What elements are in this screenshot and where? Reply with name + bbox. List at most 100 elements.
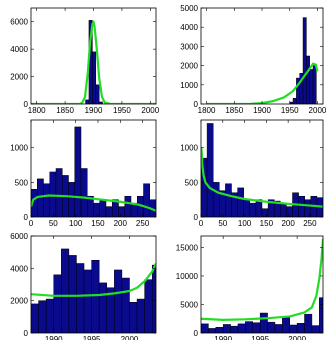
histogram-bar — [53, 274, 62, 333]
fit-curve — [201, 147, 323, 208]
x-tick-label: 100 — [238, 219, 252, 228]
x-tick-label: 1990 — [45, 335, 63, 340]
fit-curve — [31, 263, 156, 297]
y-tick-label: 1000 — [180, 81, 198, 90]
x-tick-label: 150 — [260, 219, 274, 228]
histogram-bar — [215, 327, 224, 333]
histogram-bar — [92, 51, 97, 104]
histogram-bar — [306, 55, 310, 104]
histogram-bar — [302, 17, 307, 104]
histogram-bar — [95, 84, 100, 104]
x-tick-label: 2000 — [141, 106, 159, 115]
y-tick-label: 2000 — [10, 73, 28, 82]
histogram-bar — [267, 321, 276, 333]
y-tick-label: 0 — [194, 213, 199, 222]
histogram-panel-3: 0 50 100 150 200 250 0 500 1000 — [10, 119, 157, 228]
histogram-bar — [304, 313, 313, 333]
y-tick-label: 0 — [194, 100, 199, 109]
x-tick-label: 50 — [49, 219, 58, 228]
histogram-bar — [274, 324, 283, 333]
x-tick-label: 100 — [69, 219, 83, 228]
histogram-panel-6: 1990 1995 2000 0 5000 10000 15000 — [176, 235, 324, 340]
histogram-bar — [38, 300, 47, 333]
y-tick-label: 0 — [24, 329, 29, 338]
histogram-bar — [261, 208, 269, 217]
y-tick-label: 6000 — [10, 232, 28, 241]
histogram-bar — [144, 279, 153, 333]
histogram-bar — [129, 302, 138, 333]
histogram-panel-5: 1990 1995 2000 0 2000 4000 6000 — [10, 232, 157, 340]
x-tick-label: 2000 — [121, 335, 139, 340]
y-tick-label: 500 — [185, 178, 199, 187]
histogram-bar — [312, 65, 317, 104]
histogram-bar — [118, 206, 125, 217]
histogram-bar — [98, 282, 108, 333]
x-tick-label: 1900 — [85, 106, 103, 115]
histogram-bar — [68, 255, 77, 333]
y-tick-label: 4000 — [10, 264, 28, 273]
histogram-panel-2: 1800 1850 1900 1950 2000 0 1000 2000 3000 4000 500… — [180, 4, 327, 115]
histogram-bar — [121, 277, 130, 333]
y-tick-label: 4000 — [180, 23, 198, 32]
x-tick-label: 250 — [303, 219, 317, 228]
histogram-bar — [91, 260, 100, 333]
histogram-bar — [286, 206, 293, 217]
fit-curve — [201, 238, 323, 321]
x-tick-label: 1990 — [214, 335, 232, 340]
axes-frame — [200, 119, 324, 218]
histogram-bar — [298, 195, 305, 217]
x-tick-label: 1995 — [83, 335, 101, 340]
x-tick-label: 0 — [199, 219, 204, 228]
y-tick-label: 10000 — [176, 272, 199, 281]
histogram-bar — [55, 168, 63, 217]
histogram-bar — [249, 202, 257, 217]
histogram-bar — [105, 206, 113, 217]
x-tick-label: 0 — [29, 219, 34, 228]
x-tick-label: 2000 — [288, 335, 306, 340]
y-tick-label: 4000 — [10, 45, 28, 54]
histogram-bar — [68, 182, 75, 217]
x-tick-label: 150 — [91, 219, 105, 228]
histogram-bar — [259, 312, 268, 333]
x-tick-label: 1850 — [56, 106, 74, 115]
y-tick-label: 3000 — [180, 42, 198, 51]
y-tick-label: 0 — [194, 329, 199, 338]
histogram-panel-4: 0 50 100 150 200 250 0 500 1000 — [180, 119, 324, 228]
axes-frame — [200, 235, 324, 334]
y-tick-label: 5000 — [180, 300, 198, 309]
x-tick-label: 1950 — [113, 106, 131, 115]
histogram-bar — [292, 97, 297, 104]
histogram-bar — [93, 202, 100, 217]
histogram-bar — [237, 323, 246, 333]
y-tick-label: 0 — [24, 213, 29, 222]
histogram-bar — [255, 199, 263, 217]
x-tick-label: 1995 — [251, 335, 269, 340]
histogram-bar — [282, 316, 290, 333]
x-tick-label: 50 — [218, 219, 227, 228]
y-tick-label: 500 — [15, 178, 29, 187]
histogram-bar — [280, 202, 287, 217]
y-tick-label: 5000 — [180, 4, 198, 13]
x-tick-label: 1950 — [281, 106, 299, 115]
histogram-bar — [61, 248, 70, 333]
histogram-bar — [201, 323, 209, 333]
histogram-bar — [309, 69, 314, 104]
y-tick-label: 2000 — [180, 62, 198, 71]
histogram-bar — [143, 183, 150, 217]
histogram-bar — [225, 183, 232, 217]
y-tick-label: 2000 — [10, 297, 28, 306]
histogram-bar — [43, 183, 50, 217]
histogram-bar — [319, 297, 323, 333]
histogram-bar — [136, 298, 145, 333]
x-tick-label: 2000 — [309, 106, 327, 115]
fit-curve — [31, 194, 156, 212]
histogram-bar — [311, 325, 320, 333]
histogram-bar — [252, 322, 261, 333]
histogram-bar — [83, 269, 92, 333]
x-tick-label: 200 — [114, 219, 128, 228]
y-tick-label: 0 — [24, 100, 29, 109]
histogram-bar — [222, 324, 231, 333]
y-tick-label: 6000 — [10, 18, 28, 27]
x-tick-label: 1800 — [198, 106, 216, 115]
histogram-bar — [212, 182, 220, 217]
